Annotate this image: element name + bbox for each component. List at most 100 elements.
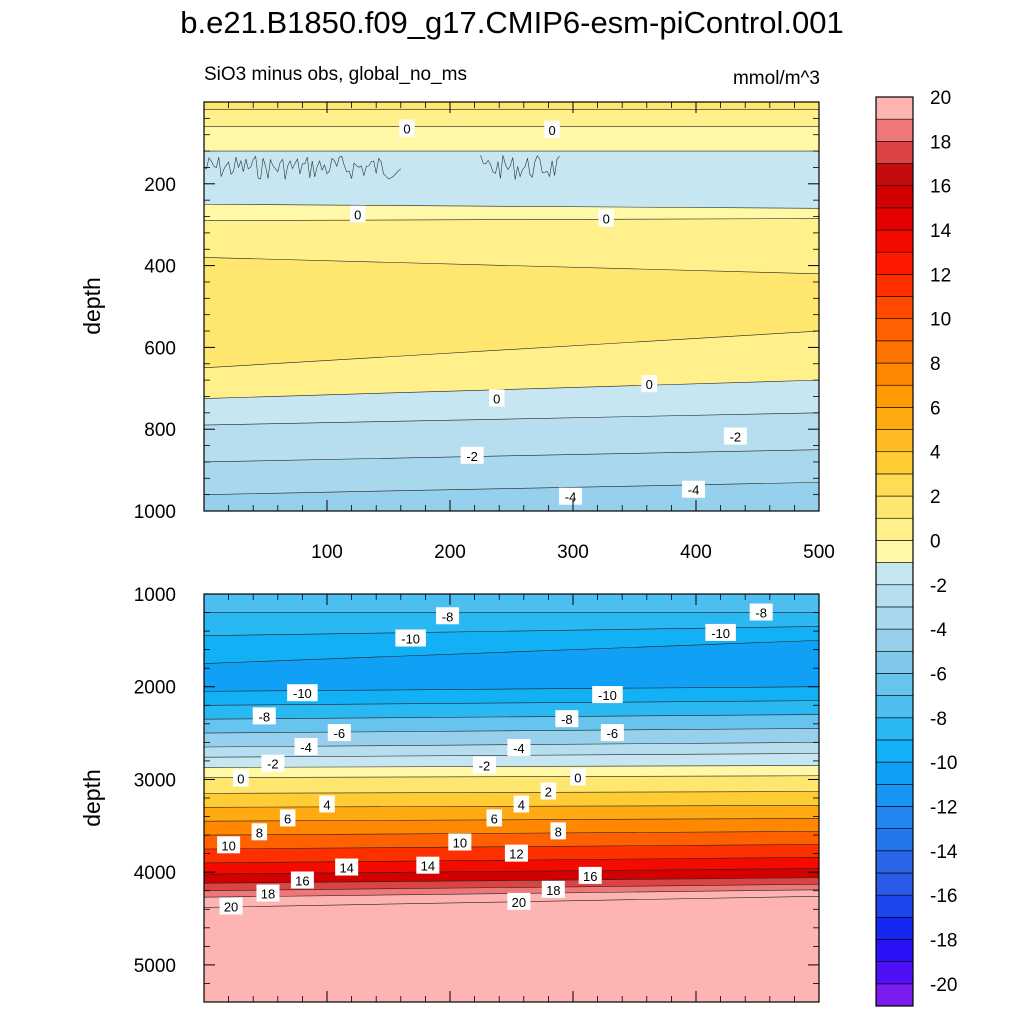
contour-label: 8: [555, 824, 562, 839]
contour-label: 20: [224, 899, 238, 914]
colorbar-swatch: [875, 983, 914, 1007]
upper-contour-line: [203, 203, 820, 209]
x-tick-label: 300: [557, 542, 589, 563]
contour-label: -4: [513, 741, 525, 756]
upper-contour-band: [204, 331, 819, 399]
contour-label-box: [399, 119, 415, 137]
lower-contour-band: [204, 896, 819, 1002]
lower-contour-band: [204, 791, 819, 808]
contour-label-box: [540, 782, 557, 800]
contour-label: 16: [583, 869, 597, 884]
contour-label: 0: [354, 207, 361, 222]
y-tick-label: 200: [144, 175, 176, 196]
lower-contour-band: [204, 753, 819, 768]
colorbar-swatch: [875, 673, 914, 696]
colorbar-tick-label: 20: [930, 88, 951, 109]
y-tick-label: 600: [144, 338, 176, 359]
contour-label: -10: [711, 626, 730, 641]
contour-label-box: [486, 809, 503, 827]
upper-contour-line: [203, 218, 820, 221]
contour-label: 4: [518, 797, 525, 812]
upper-contour-fringe: [203, 155, 560, 180]
contour-label: 0: [403, 122, 410, 137]
upper-contour-line: [203, 482, 820, 495]
contour-label: 0: [548, 123, 555, 138]
colorbar-tick-label: 2: [930, 487, 941, 508]
contour-label: -4: [688, 483, 700, 498]
contour-label: -2: [730, 430, 742, 445]
colorbar-swatch: [875, 783, 914, 807]
contour-label: 14: [339, 861, 353, 876]
colorbar-tick-label: 8: [930, 354, 941, 375]
colorbar-swatch: [875, 141, 914, 164]
contour-label-box: [256, 884, 280, 902]
colorbar-swatch: [875, 429, 914, 453]
contour-label-box: [395, 629, 426, 647]
contour-label-box: [217, 836, 241, 854]
units-label: mmol/m^3: [733, 68, 820, 89]
contour-label-box: [682, 480, 706, 498]
colorbar-tick-label: 14: [930, 221, 952, 242]
contour-label: -2: [479, 759, 491, 774]
contour-label-box: [319, 795, 335, 813]
lower-contour-line: [203, 765, 820, 768]
colorbar-tick-label: -20: [930, 975, 957, 996]
x-tick-label: 500: [803, 542, 835, 563]
contour-label: -6: [334, 726, 346, 741]
lower-contour-line: [203, 775, 820, 778]
lower-contour-line: [203, 728, 820, 734]
colorbar-swatch: [875, 318, 914, 342]
colorbar-swatch: [875, 540, 914, 563]
contour-label-box: [251, 823, 268, 841]
contour-label: -4: [300, 740, 312, 755]
y-tick-label: 1000: [134, 585, 176, 606]
contour-label-box: [578, 866, 602, 884]
contour-label-box: [252, 707, 276, 725]
contour-label-box: [472, 756, 496, 774]
y-tick-label: 1000: [134, 502, 176, 523]
y-tick-label: 4000: [134, 863, 176, 884]
contour-label-box: [219, 897, 243, 915]
colorbar-swatch: [875, 584, 914, 608]
contour-label-box: [598, 209, 614, 227]
contour-label-box: [507, 892, 531, 910]
contour-label: -8: [258, 709, 270, 724]
contour-label-box: [641, 375, 658, 393]
contour-label: -8: [755, 606, 767, 621]
contour-label: 0: [237, 772, 244, 787]
colorbar-swatch: [875, 274, 914, 297]
colorbar-frame: [875, 96, 914, 1007]
contour-label: 4: [323, 797, 330, 812]
contour-label: 6: [491, 811, 498, 826]
colorbar: -20-18-16-14-12-10-8-6-4-202468101214161…: [875, 88, 958, 1007]
lower-contour-band: [204, 714, 819, 734]
colorbar-swatch: [875, 207, 914, 231]
lower-contour-line: [203, 883, 820, 892]
colorbar-swatch: [875, 407, 914, 430]
contour-label: -10: [598, 688, 617, 703]
contour-label-box: [261, 754, 285, 772]
colorbar-swatch: [875, 917, 914, 940]
colorbar-swatch: [875, 872, 914, 896]
contour-label: 18: [261, 887, 275, 902]
contour-label: 16: [295, 874, 309, 889]
contour-label-box: [507, 738, 531, 756]
upper-contour-line: [203, 412, 820, 426]
contour-label-box: [570, 768, 586, 786]
colorbar-swatch: [875, 961, 914, 985]
colorbar-tick-label: 18: [930, 132, 951, 153]
upper-contour-band: [204, 151, 819, 209]
contour-label-box: [335, 858, 359, 876]
lower-contour-band: [204, 868, 819, 884]
lower-contour-band: [204, 686, 819, 706]
chart-title: b.e21.B1850.f09_g17.CMIP6-esm-piControl.…: [180, 5, 843, 40]
upper-contour-band: [204, 109, 819, 127]
colorbar-swatch: [875, 850, 914, 874]
contour-label: 12: [509, 847, 523, 862]
y-tick-label: 400: [144, 257, 176, 278]
colorbar-tick-label: -12: [930, 797, 957, 818]
chart-subtitle: SiO3 minus obs, global_no_ms: [204, 64, 467, 85]
upper-contour-band: [204, 126, 819, 152]
upper-panel: 0 0 0 0 0 0 -2 -2 -4 -4 200 400 600 800 1000 100 200 300…: [79, 101, 835, 563]
